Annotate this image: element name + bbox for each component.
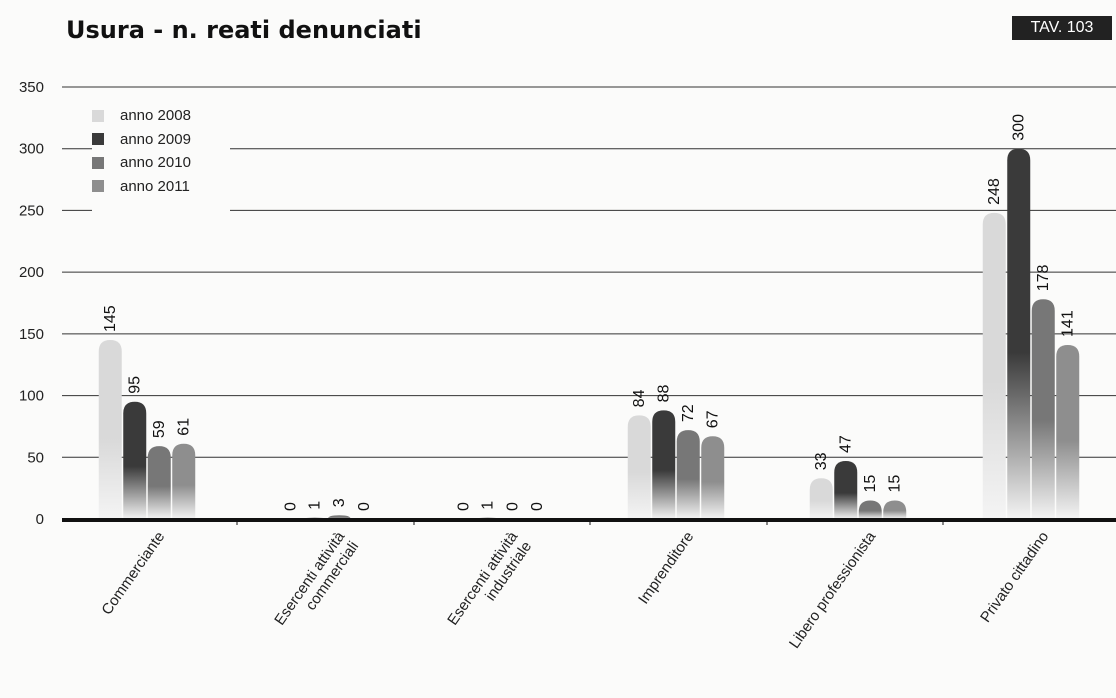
data-label: 178 [1035,265,1052,292]
y-tick-label: 100 [19,388,44,405]
data-label: 248 [986,178,1003,205]
x-tick-label-line: Privato cittadino [977,529,1052,626]
data-label: 72 [680,404,697,422]
data-label: 145 [102,305,119,332]
y-tick-label: 350 [19,79,44,96]
y-tick-label: 250 [19,202,44,219]
x-axis-line [62,518,1116,522]
legend-item: anno 2010 [92,151,191,175]
x-tick-label: Esercenti attivitàcommerciali [271,528,362,638]
data-label: 15 [862,475,879,493]
x-tick-label-line: Commerciante [98,529,168,619]
legend-label-2008: anno 2008 [120,107,191,125]
y-tick-label: 150 [19,326,44,343]
data-label: 15 [887,475,904,493]
data-label: 0 [529,502,546,511]
bar [123,401,147,519]
legend-background [92,98,230,222]
data-label: 33 [813,452,830,470]
chart-title: Usura - n. reati denunciati [66,16,422,44]
legend-label-2009: anno 2009 [120,130,191,148]
data-label: 0 [504,502,521,511]
x-tick-label: Privato cittadino [977,529,1052,626]
bar [883,500,907,519]
legend-swatch-2010 [92,156,104,169]
data-label: 47 [838,435,855,453]
legend-label-2010: anno 2010 [120,154,191,172]
legend-item: anno 2008 [92,104,191,128]
legend: anno 2008 anno 2009 anno 2010 anno 2011 [92,104,191,198]
legend-swatch-2008 [92,109,104,122]
legend-item: anno 2009 [92,128,191,152]
data-label: 3 [331,498,348,507]
bar [1007,148,1031,519]
data-label: 300 [1011,114,1028,141]
data-label: 0 [455,502,472,511]
data-label: 141 [1060,310,1077,337]
x-tick-label: Esercenti attivitàindustriale [444,528,535,638]
y-tick-label: 0 [36,511,44,528]
bar [147,446,171,519]
y-tick-label: 200 [19,264,44,281]
x-tick-label: Imprenditore [635,529,697,608]
bar [172,443,196,519]
bar [1031,299,1055,519]
bar [858,500,882,519]
data-label: 67 [705,410,722,428]
bar [652,410,676,519]
legend-label-2011: anno 2011 [120,177,190,195]
x-tick-label: Commerciante [98,529,168,619]
bar [676,430,700,519]
data-label: 95 [127,376,144,394]
data-label: 0 [356,502,373,511]
x-tick-label-line: Libero professionista [786,528,880,652]
data-label: 0 [282,502,299,511]
bar [809,478,833,519]
data-label: 88 [656,384,673,402]
table-badge: TAV. 103 [1012,16,1112,40]
legend-item: anno 2011 [92,175,191,199]
x-tick-label-line: Imprenditore [635,529,697,608]
bar [1056,344,1080,519]
data-label: 61 [176,418,193,436]
bar [701,436,725,519]
data-label: 59 [151,420,168,438]
data-label: 1 [307,501,324,510]
legend-swatch-2011 [92,180,104,193]
legend-swatch-2009 [92,133,104,146]
data-label: 84 [631,389,648,407]
y-tick-label: 50 [27,449,44,466]
bar [982,212,1006,519]
y-tick-label: 300 [19,141,44,158]
bar [627,415,651,519]
bar [834,460,858,519]
data-label: 1 [480,501,497,510]
bar [98,340,122,519]
x-tick-label: Libero professionista [786,528,880,652]
